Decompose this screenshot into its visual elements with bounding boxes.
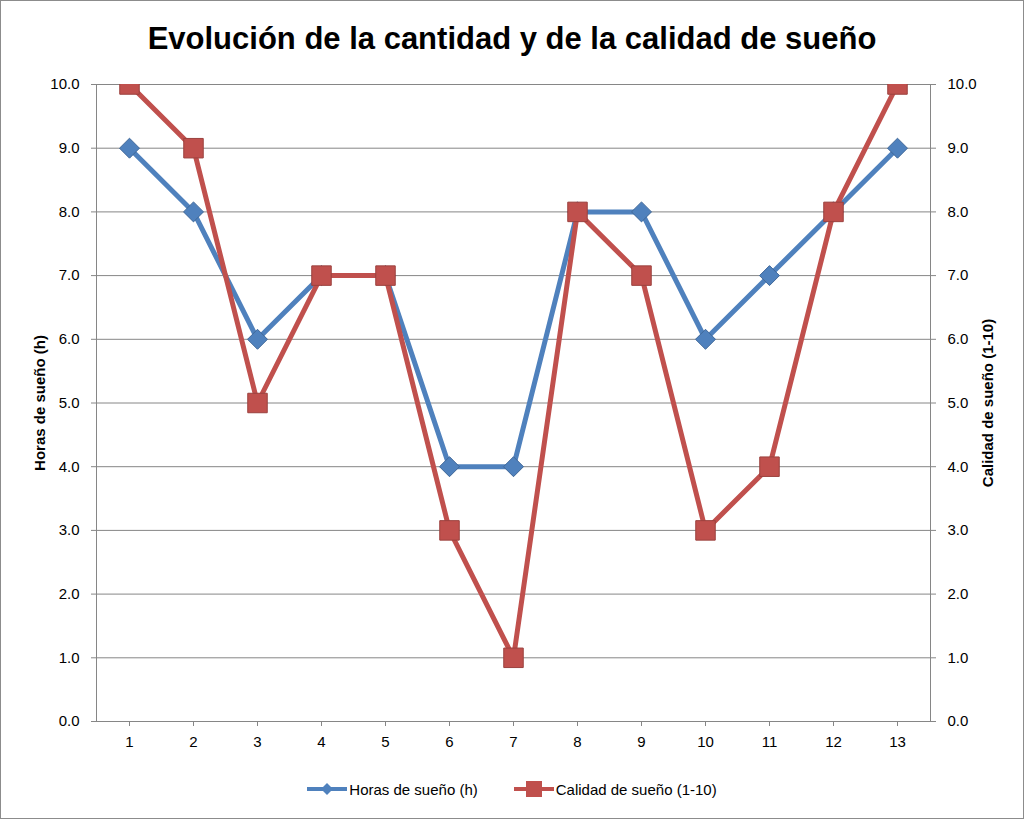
svg-text:10: 10 [697, 733, 714, 750]
svg-text:2.0: 2.0 [59, 585, 80, 602]
svg-text:Horas de sueño (h): Horas de sueño (h) [31, 335, 48, 471]
html-text:Calidad de sueño (1-10): Calidad de sueño (1-10) [555, 780, 717, 798]
svg-text:12: 12 [825, 733, 842, 750]
svg-text:5.0: 5.0 [948, 394, 969, 411]
svg-text:3.0: 3.0 [948, 521, 969, 538]
svg-text:13: 13 [889, 733, 906, 750]
svg-text:7.0: 7.0 [948, 266, 969, 283]
svg-text:2: 2 [189, 733, 197, 750]
svg-text:9: 9 [637, 733, 645, 750]
svg-text:4: 4 [317, 733, 325, 750]
svg-text:4.0: 4.0 [948, 458, 969, 475]
svg-text:Calidad de sueño (1-10): Calidad de sueño (1-10) [979, 319, 996, 487]
svg-text:6.0: 6.0 [59, 330, 80, 347]
svg-text:8: 8 [573, 733, 581, 750]
svg-text:9.0: 9.0 [59, 139, 80, 156]
svg-text:9.0: 9.0 [948, 139, 969, 156]
svg-text:2.0: 2.0 [948, 585, 969, 602]
svg-text:4.0: 4.0 [59, 458, 80, 475]
svg-text:3.0: 3.0 [59, 521, 80, 538]
svg-text:10.0: 10.0 [948, 75, 977, 92]
svg-text:5: 5 [381, 733, 389, 750]
svg-text:11: 11 [762, 733, 778, 750]
svg-text:3: 3 [253, 733, 261, 750]
svg-text:8.0: 8.0 [59, 203, 80, 220]
svg-text:7: 7 [509, 733, 517, 750]
svg-text:6: 6 [445, 733, 453, 750]
html-text:Evolución de la cantidad y de: Evolución de la cantidad y de la calidad… [147, 21, 877, 56]
svg-text:1.0: 1.0 [948, 649, 969, 666]
html-text:Horas de sueño (h): Horas de sueño (h) [349, 780, 478, 798]
svg-text:1: 1 [125, 733, 133, 750]
svg-text:1.0: 1.0 [59, 649, 80, 666]
svg-text:5.0: 5.0 [59, 394, 80, 411]
svg-text:6.0: 6.0 [948, 330, 969, 347]
svg-text:10.0: 10.0 [50, 75, 79, 92]
svg-text:0.0: 0.0 [948, 712, 969, 729]
svg-text:7.0: 7.0 [59, 266, 80, 283]
svg-text:8.0: 8.0 [948, 203, 969, 220]
svg-text:0.0: 0.0 [59, 712, 80, 729]
